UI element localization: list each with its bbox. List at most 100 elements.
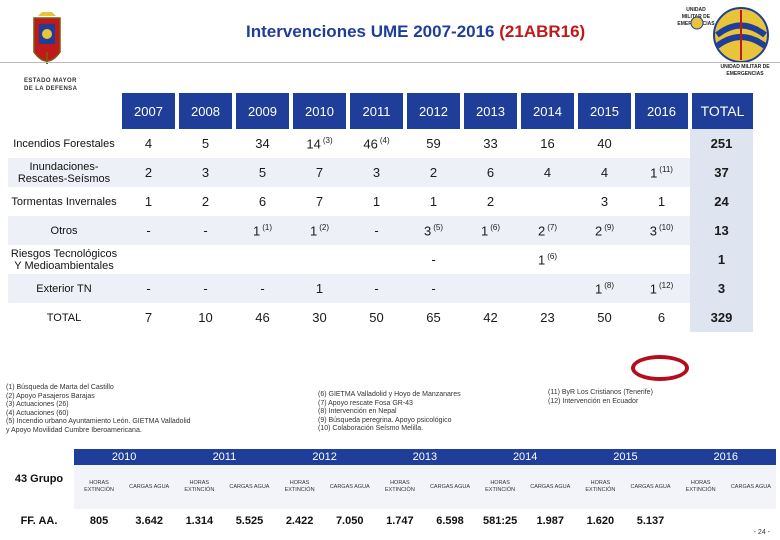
table-cell: 4 bbox=[120, 129, 177, 158]
cell-value: 65 bbox=[426, 310, 441, 325]
ume-shield-icon bbox=[712, 6, 770, 69]
note-line: (5) Incendio urbano Ayuntamiento León. G… bbox=[6, 418, 191, 425]
ume-small-logo-icon bbox=[690, 16, 704, 35]
row-total: 13 bbox=[690, 216, 753, 245]
bottom-year-header: 2012 bbox=[274, 449, 375, 465]
bottom-sub-header: CARGAS AGUA bbox=[625, 465, 676, 509]
cell-value: 30 bbox=[312, 310, 327, 325]
cell-value: 1 bbox=[252, 223, 261, 239]
cell-value: 1 bbox=[650, 165, 658, 181]
notes-right: (11) ByR Los Cristianos (Tenerife) (12) … bbox=[548, 389, 653, 406]
cell-value: 1 bbox=[649, 281, 657, 297]
cell-value: 42 bbox=[483, 310, 498, 325]
cell-value: - bbox=[374, 281, 379, 296]
table-cell: 2 bbox=[405, 158, 462, 187]
year-header: 2010 bbox=[289, 93, 348, 129]
year-header: 2015 bbox=[574, 93, 633, 129]
table-cell bbox=[519, 274, 576, 303]
cell-note-ref: (10) bbox=[659, 222, 674, 232]
cell-value: 14 bbox=[306, 136, 321, 152]
bottom-sub-header: HORAS EXTINCIÓN bbox=[274, 465, 325, 509]
table-cell: 1 (2) bbox=[291, 216, 348, 245]
cell-note-ref: (6) bbox=[490, 222, 500, 232]
note-line: (9) Búsqueda peregrina. Apoyo psicológic… bbox=[318, 416, 452, 424]
cell-value: 3 bbox=[649, 223, 657, 239]
cell-note-ref: (12) bbox=[659, 280, 674, 290]
table-cell: 6 bbox=[234, 187, 291, 216]
cell-value: - bbox=[260, 281, 265, 296]
table-cell: 46 (4) bbox=[348, 129, 405, 158]
bottom-year-header: 2014 bbox=[475, 449, 576, 465]
table-cell: 3 (5) bbox=[405, 216, 462, 245]
table-cell: - bbox=[348, 216, 405, 245]
note-line: (10) Colaboración Seísmo Melilla. bbox=[318, 425, 424, 432]
table-cell: 7 bbox=[120, 303, 177, 332]
table-cell bbox=[177, 245, 234, 274]
table-cell: 1 bbox=[348, 187, 405, 216]
cell-value: 4 bbox=[144, 136, 153, 151]
bottom-sub-header: HORAS EXTINCIÓN bbox=[74, 465, 125, 509]
bottom-sub-header: HORAS EXTINCIÓN bbox=[475, 465, 526, 509]
bottom-value: 3.642 bbox=[135, 515, 163, 527]
interventions-table: 2007 2008 2009 2010 2011 2012 2013 2014 … bbox=[8, 93, 753, 332]
cell-note-ref: (3) bbox=[322, 135, 333, 145]
table-row: TOTAL 7 10 46 30 50 65 42 23 50 6 329 bbox=[8, 303, 753, 332]
table-cell: 4 bbox=[519, 158, 576, 187]
bottom-value: 2.422 bbox=[285, 515, 314, 527]
table-row: Otros - -1 (1) 1 (2) -3 (5) 1 (6) 2 (7) 2 (9) 3 (10) 13 bbox=[8, 216, 753, 245]
table-cell: 1 bbox=[633, 187, 690, 216]
table-cell: - bbox=[177, 274, 234, 303]
bottom-value: 1.314 bbox=[185, 515, 214, 527]
bottom-year-header: 2013 bbox=[374, 449, 476, 465]
note-line: (3) Actuaciones (26) bbox=[6, 401, 69, 408]
cell-note-ref: (7) bbox=[547, 222, 557, 232]
table-cell: 6 bbox=[462, 158, 519, 187]
table-cell: 1 (6) bbox=[462, 216, 519, 245]
bottom-sub-header: CARGAS AGUA bbox=[525, 465, 576, 509]
bottom-sub-header: HORAS EXTINCIÓN bbox=[575, 465, 626, 509]
cell-value: 34 bbox=[255, 136, 270, 151]
table-cell: 23 bbox=[519, 303, 576, 332]
cell-value: 2 bbox=[144, 165, 153, 180]
page-number: - 24 - bbox=[753, 529, 770, 536]
table-cell bbox=[519, 187, 576, 216]
note-line: y Apoyo Movilidad Cumbre Iberoamericana. bbox=[6, 426, 142, 434]
cell-value: 4 bbox=[543, 165, 552, 180]
cell-value: 50 bbox=[597, 310, 612, 325]
cell-value: - bbox=[374, 223, 379, 238]
row-total: 3 bbox=[690, 274, 753, 303]
bottom-sub-header: CARGAS AGUA bbox=[725, 465, 776, 509]
total-header: TOTAL bbox=[688, 93, 753, 129]
cell-value: 2 bbox=[594, 223, 603, 239]
cell-note-ref: (1) bbox=[262, 222, 272, 232]
ume-big-label: UNIDAD MILITAR DE EMERGENCIAS bbox=[720, 64, 770, 77]
cell-value: 7 bbox=[315, 165, 324, 180]
table-cell bbox=[120, 245, 177, 274]
cell-note-ref: (4) bbox=[379, 135, 390, 145]
table-row: Riesgos Tecnológicos Y Medioambientales -… bbox=[8, 245, 753, 274]
table-cell: 1 (12) bbox=[633, 274, 690, 303]
row-total: 24 bbox=[690, 187, 753, 216]
cell-value: 23 bbox=[540, 310, 555, 325]
cell-value: 1 bbox=[144, 194, 153, 209]
bottom-value: 805 bbox=[89, 515, 109, 527]
note-line: (2) Apoyo Pasajeros Barajas bbox=[6, 392, 95, 400]
note-line: (12) Intervención en Ecuador bbox=[548, 397, 639, 405]
row-label: Exterior TN bbox=[8, 274, 120, 303]
row-total: 37 bbox=[690, 158, 753, 187]
table-cell: 1 bbox=[120, 187, 177, 216]
table-row: Exterior TN - - -1- -1 (8) 1 (12) 3 bbox=[8, 274, 753, 303]
table-cell: 50 bbox=[576, 303, 633, 332]
bottom-sub-row: HORAS EXTINCIÓN CARGAS AGUA HORAS EXTINCIÓ… bbox=[4, 465, 776, 509]
table-cell: 46 bbox=[234, 303, 291, 332]
bottom-year-header: 2011 bbox=[174, 449, 275, 465]
table-header-row: 2007 2008 2009 2010 2011 2012 2013 2014 … bbox=[8, 93, 753, 129]
year-header: 2008 bbox=[175, 93, 234, 129]
bottom-value: 5.525 bbox=[235, 515, 264, 527]
defense-label: ESTADO MAYOR DE LA DEFENSA bbox=[24, 78, 78, 92]
row-total: 251 bbox=[690, 129, 753, 158]
table-cell: 14 (3) bbox=[291, 129, 348, 158]
table-cell: 42 bbox=[462, 303, 519, 332]
table-cell: 3 bbox=[177, 158, 234, 187]
header-divider bbox=[0, 62, 780, 63]
